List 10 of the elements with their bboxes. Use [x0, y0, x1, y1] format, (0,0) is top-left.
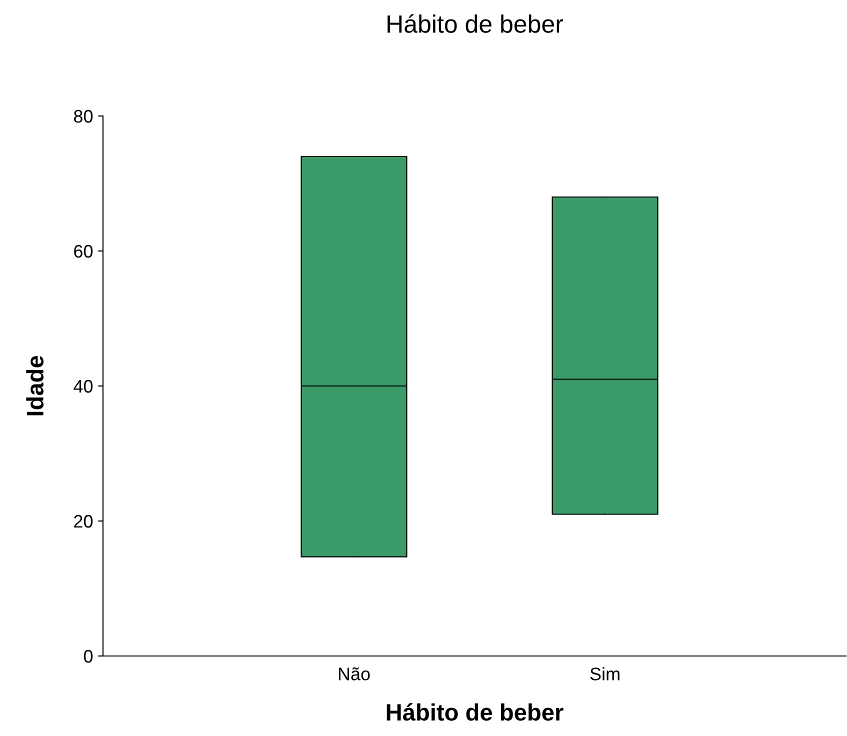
y-tick-label: 40 [74, 380, 93, 393]
y-tick-label: 20 [74, 514, 93, 528]
y-axis-title: Idade [26, 356, 44, 416]
chart-title: Hábito de beber [388, 14, 564, 33]
y-tick-label: 0 [84, 650, 93, 663]
x-axis-title: Hábito de beber [386, 703, 564, 721]
x-tick-label: Sim [590, 667, 620, 680]
y-tick-label: 60 [74, 244, 93, 258]
y-tick-label: 80 [74, 110, 93, 123]
x-tick-label: Não [338, 667, 370, 680]
